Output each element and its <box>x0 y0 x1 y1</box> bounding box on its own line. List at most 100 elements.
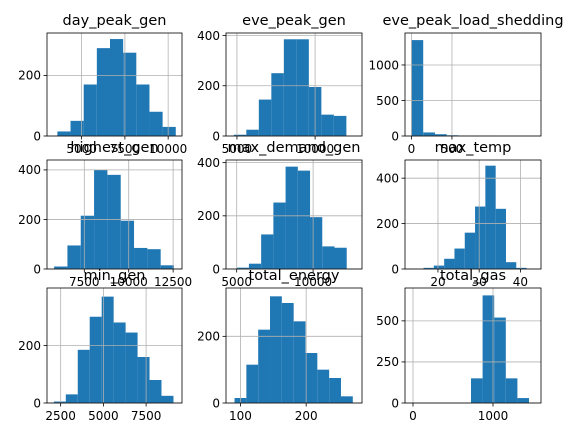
histogram-bar <box>107 174 121 269</box>
x-tick-label: 1000 <box>478 409 509 423</box>
x-tick-label: 10000 <box>149 142 187 156</box>
bars <box>236 166 347 269</box>
histogram-bar <box>89 316 102 403</box>
y-tick-label: 500 <box>376 314 399 328</box>
axes-frame <box>225 32 363 137</box>
histogram-bar <box>505 262 517 269</box>
y-tick-label: 0 <box>212 129 220 143</box>
histogram-bar <box>296 39 309 136</box>
histogram-bar <box>283 39 297 136</box>
y-tick-label: 0 <box>391 129 399 143</box>
y-tick-label: 400 <box>197 156 220 170</box>
histogram-bar <box>54 266 68 269</box>
histogram-bar <box>149 111 163 136</box>
histogram-bar <box>120 220 135 269</box>
bars <box>57 39 176 136</box>
bars <box>413 295 529 403</box>
subplot-title: total_energy <box>249 268 340 284</box>
y-tick-label: 0 <box>33 129 41 143</box>
histogram-bar <box>65 394 78 403</box>
histogram-bar <box>423 267 434 269</box>
histogram-bar <box>270 296 282 403</box>
x-tick-label: 20 <box>430 275 445 289</box>
histogram-bar <box>53 401 66 403</box>
histogram-bar <box>317 369 330 403</box>
histogram-bar <box>281 303 294 403</box>
y-tick-label: 200 <box>18 69 41 83</box>
axes-frame <box>225 159 363 270</box>
y-tick-label: 1000 <box>368 58 399 72</box>
histogram-bar <box>321 114 334 136</box>
subplot-day-peak-gen: 5000 7500 10000 0 200 day_peak_gen <box>18 13 187 156</box>
histogram-bar <box>123 52 137 136</box>
histogram-bar <box>411 40 424 136</box>
subplot-total-energy: 100 200 0 200 total_energy <box>197 268 363 423</box>
histogram-bar <box>162 126 176 136</box>
histogram-bar <box>96 48 110 136</box>
histogram-bar <box>134 247 148 269</box>
subplot-title: highest_gen <box>70 140 158 156</box>
subplot-min-gen: 2500 5000 7500 0 200 min_gen <box>18 268 183 423</box>
histogram-bar <box>334 247 347 269</box>
x-tick-label: 10000 <box>296 142 334 156</box>
histogram-bar <box>297 170 311 269</box>
histogram-bar <box>517 398 529 403</box>
histogram-bar <box>285 166 298 269</box>
histogram-bar <box>329 378 341 403</box>
y-tick-label: 400 <box>376 171 399 185</box>
histogram-bar <box>83 84 97 136</box>
x-tick-label: 5000 <box>88 409 119 423</box>
histogram-bar <box>482 295 495 403</box>
histogram-bar <box>261 234 274 269</box>
x-tick-label: 7500 <box>110 142 141 156</box>
histogram-bar <box>70 120 84 136</box>
histogram-bar <box>258 99 272 136</box>
y-tick-label: 500 <box>376 94 399 108</box>
x-tick-label: 10000 <box>110 275 148 289</box>
x-tick-label: 2500 <box>45 409 76 423</box>
y-tick-label: 200 <box>197 330 220 344</box>
histogram-bar <box>149 380 162 403</box>
histogram-bar <box>271 73 284 136</box>
y-tick-label: 0 <box>391 396 399 410</box>
histogram-bar <box>340 396 353 403</box>
histogram-bar <box>433 265 445 269</box>
histogram-bar <box>80 215 95 269</box>
y-tick-label: 0 <box>212 262 220 276</box>
histogram-bar <box>246 364 259 403</box>
y-tick-label: 200 <box>197 209 220 223</box>
bars <box>234 296 353 403</box>
histogram-bar <box>67 245 81 269</box>
y-tick-label: 200 <box>18 213 41 227</box>
axes-frame <box>225 287 363 404</box>
subplot-highest-gen: 7500 10000 12500 0 200 400 highest_gen <box>18 140 192 289</box>
x-tick-label: 5000 <box>222 142 253 156</box>
x-tick-label: 0 <box>408 142 416 156</box>
x-tick-label: 5000 <box>221 275 252 289</box>
histogram-bar <box>322 246 335 269</box>
axes-frame <box>404 159 542 270</box>
y-tick-label: 0 <box>33 396 41 410</box>
axes-frame <box>46 32 183 137</box>
y-tick-label: 250 <box>376 355 399 369</box>
subplot-eve-peak-gen: 5000 10000 0 200 400 eve_peak_gen <box>197 13 363 156</box>
x-tick-label: 500 <box>440 142 463 156</box>
x-tick-label: 200 <box>295 409 318 423</box>
histogram-bar <box>161 395 174 403</box>
axes-frame <box>404 32 542 137</box>
y-tick-label: 0 <box>33 262 41 276</box>
histogram-bar <box>110 39 124 136</box>
x-tick-label: 7500 <box>131 409 162 423</box>
bars <box>411 40 494 136</box>
histogram-bar <box>310 217 323 269</box>
subplot-title: max_demand_gen <box>228 140 361 156</box>
histogram-bar <box>423 132 435 136</box>
subplot-title: total_gas <box>440 268 506 284</box>
bars <box>423 165 527 269</box>
y-tick-label: 200 <box>18 339 41 353</box>
histogram-bar <box>444 258 455 269</box>
histogram-bar <box>236 267 249 269</box>
histogram-bar <box>485 165 496 269</box>
subplot-title: min_gen <box>84 268 146 284</box>
